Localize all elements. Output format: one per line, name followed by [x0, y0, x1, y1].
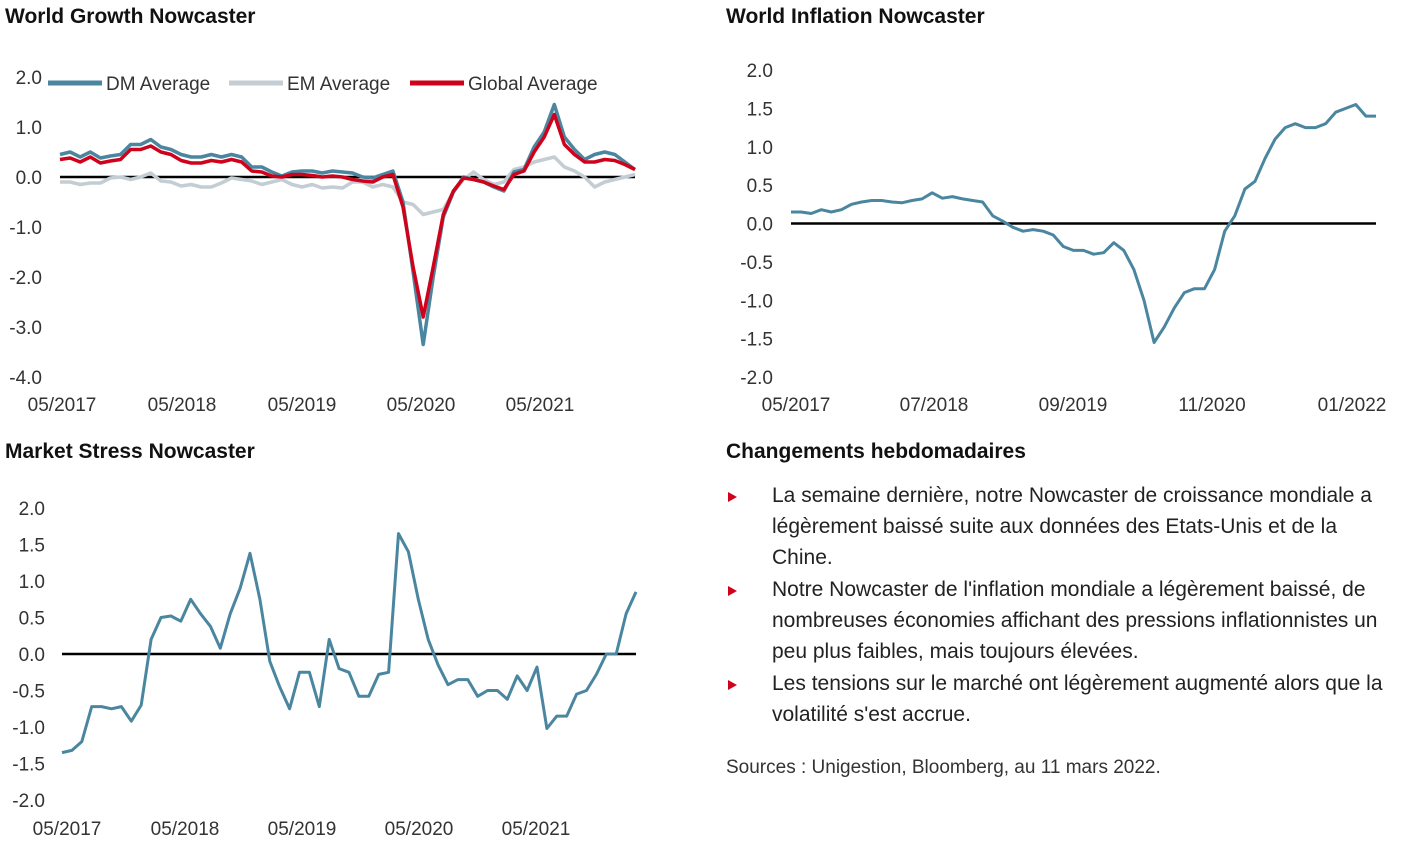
growth-chart: 2.0 1.0 0.0 -1.0 -2.0 -3.0 -4.0 05/2017 05/2018 0…: [9, 68, 637, 416]
legend-label: Global Average: [468, 74, 598, 95]
y-tick-label: -0.5: [12, 682, 45, 703]
note-text: Les tensions sur le marché ont légèremen…: [772, 672, 1383, 726]
x-tick-label: 05/2019: [268, 819, 337, 840]
y-tick-label: 2.0: [19, 499, 45, 520]
x-tick-label: 05/2017: [762, 395, 831, 416]
global-average-series-line: [59, 112, 636, 319]
triangle-bullet-icon: [728, 680, 737, 690]
y-tick-label: -1.0: [12, 718, 45, 739]
y-tick-label: 2.0: [16, 68, 42, 89]
note-text: Notre Nowcaster de l'inflation mondiale …: [772, 578, 1378, 663]
x-tick-label: 05/2019: [268, 395, 337, 416]
inflation-chart: 2.0 1.5 1.0 0.5 0.0 -0.5 -1.0 -1.5 -2.0 05/2017 07…: [740, 61, 1387, 416]
triangle-bullet-icon: [728, 492, 737, 502]
y-tick-label: 0.0: [747, 215, 773, 236]
x-tick-label: 09/2019: [1039, 395, 1108, 416]
y-tick-label: -2.0: [12, 791, 45, 812]
stress-chart: 2.0 1.5 1.0 0.5 0.0 -0.5 -1.0 -1.5 -2.0 05/2017 05…: [12, 499, 638, 840]
y-tick-label: -2.0: [9, 268, 42, 289]
y-tick-label: 1.0: [16, 118, 42, 139]
y-tick-label: -4.0: [9, 368, 42, 389]
y-tick-label: 2.0: [747, 61, 773, 82]
stress-series-line: [61, 532, 638, 755]
inflation-chart-title: World Inflation Nowcaster: [726, 5, 985, 28]
x-tick-label: 05/2018: [148, 395, 217, 416]
y-tick-label: -1.5: [12, 755, 45, 776]
em-average-series-line: [60, 155, 636, 217]
y-tick-label: 1.0: [747, 138, 773, 159]
list-item: La semaine dernière, notre Nowcaster de …: [726, 480, 1396, 573]
y-tick-label: 0.0: [16, 168, 42, 189]
x-tick-label: 01/2022: [1318, 395, 1387, 416]
x-tick-label: 05/2021: [502, 819, 571, 840]
y-tick-label: 1.0: [19, 572, 45, 593]
x-tick-label: 05/2018: [151, 819, 220, 840]
x-tick-label: 05/2020: [387, 395, 456, 416]
y-tick-label: 0.5: [19, 609, 45, 630]
y-tick-label: -3.0: [9, 318, 42, 339]
y-tick-label: 0.5: [747, 176, 773, 197]
y-tick-label: 1.5: [747, 99, 773, 120]
x-tick-label: 05/2021: [506, 395, 575, 416]
note-text: La semaine dernière, notre Nowcaster de …: [772, 484, 1372, 569]
x-tick-label: 05/2020: [385, 819, 454, 840]
inflation-series-line: [791, 103, 1376, 344]
y-tick-label: -1.5: [740, 330, 773, 351]
y-tick-label: -1.0: [9, 218, 42, 239]
list-item: Notre Nowcaster de l'inflation mondiale …: [726, 574, 1396, 667]
x-tick-label: 07/2018: [900, 395, 969, 416]
y-tick-label: -1.0: [740, 291, 773, 312]
y-tick-label: -2.0: [740, 368, 773, 389]
y-tick-label: 0.0: [19, 645, 45, 666]
sources-note: Sources : Unigestion, Bloomberg, au 11 m…: [726, 757, 1161, 778]
growth-chart-title: World Growth Nowcaster: [5, 5, 256, 28]
legend-label: DM Average: [106, 74, 210, 95]
weekly-changes-title: Changements hebdomadaires: [726, 440, 1026, 463]
list-item: Les tensions sur le marché ont légèremen…: [726, 668, 1396, 730]
x-tick-label: 11/2020: [1178, 395, 1245, 416]
x-tick-label: 05/2017: [33, 819, 102, 840]
legend-label: EM Average: [287, 74, 390, 95]
y-tick-label: -0.5: [740, 253, 773, 274]
x-tick-label: 05/2017: [28, 395, 97, 416]
weekly-notes-list: La semaine dernière, notre Nowcaster de …: [726, 480, 1396, 731]
dm-average-series-line: [59, 102, 637, 347]
triangle-bullet-icon: [728, 586, 737, 596]
y-tick-label: 1.5: [19, 536, 45, 557]
stress-chart-title: Market Stress Nowcaster: [5, 440, 255, 463]
